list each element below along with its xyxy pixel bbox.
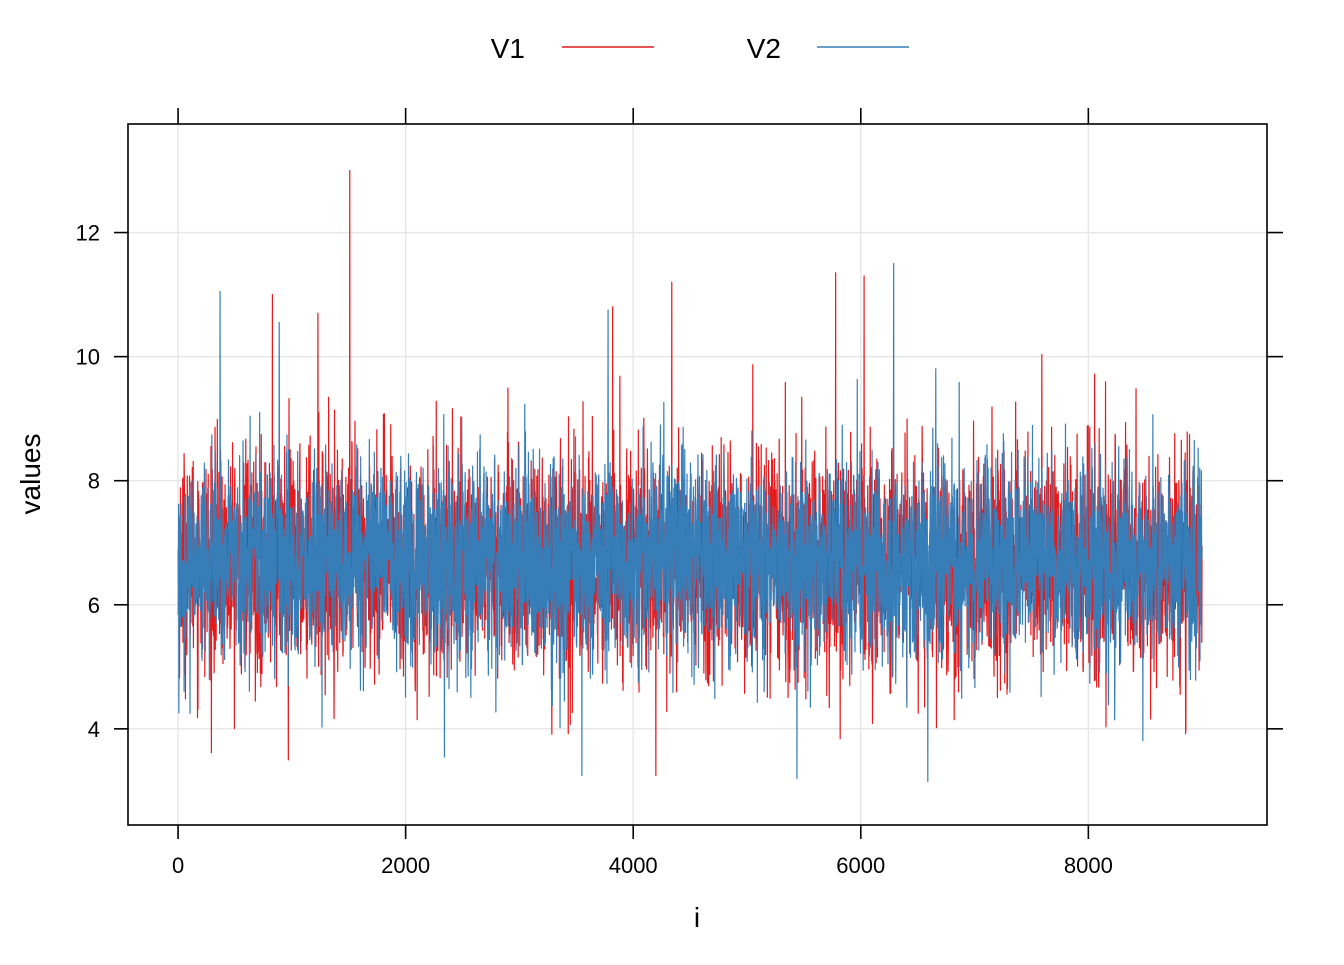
series-lines (177, 169, 1203, 783)
x-tick-label: 6000 (836, 853, 885, 878)
legend-label-v2: V2 (747, 33, 781, 64)
x-tick-label: 0 (172, 853, 184, 878)
y-tick-label: 10 (76, 345, 100, 370)
x-tick-label: 4000 (609, 853, 658, 878)
legend: V1 V2 (491, 33, 909, 64)
y-tick-label: 12 (76, 221, 100, 246)
tick-labels: 0 2000 4000 6000 8000 4 6 8 10 12 (76, 221, 1113, 878)
y-tick-label: 4 (88, 717, 100, 742)
y-tick-label: 6 (88, 593, 100, 618)
series-line-v2 (177, 262, 1203, 783)
x-tick-label: 8000 (1064, 853, 1113, 878)
x-axis-title: i (694, 902, 700, 933)
axis-ticks (114, 108, 1283, 839)
x-tick-label: 2000 (381, 853, 430, 878)
plot-frame (127, 123, 1268, 826)
y-tick-label: 8 (88, 469, 100, 494)
legend-label-v1: V1 (491, 33, 525, 64)
y-axis-title: values (15, 434, 46, 515)
